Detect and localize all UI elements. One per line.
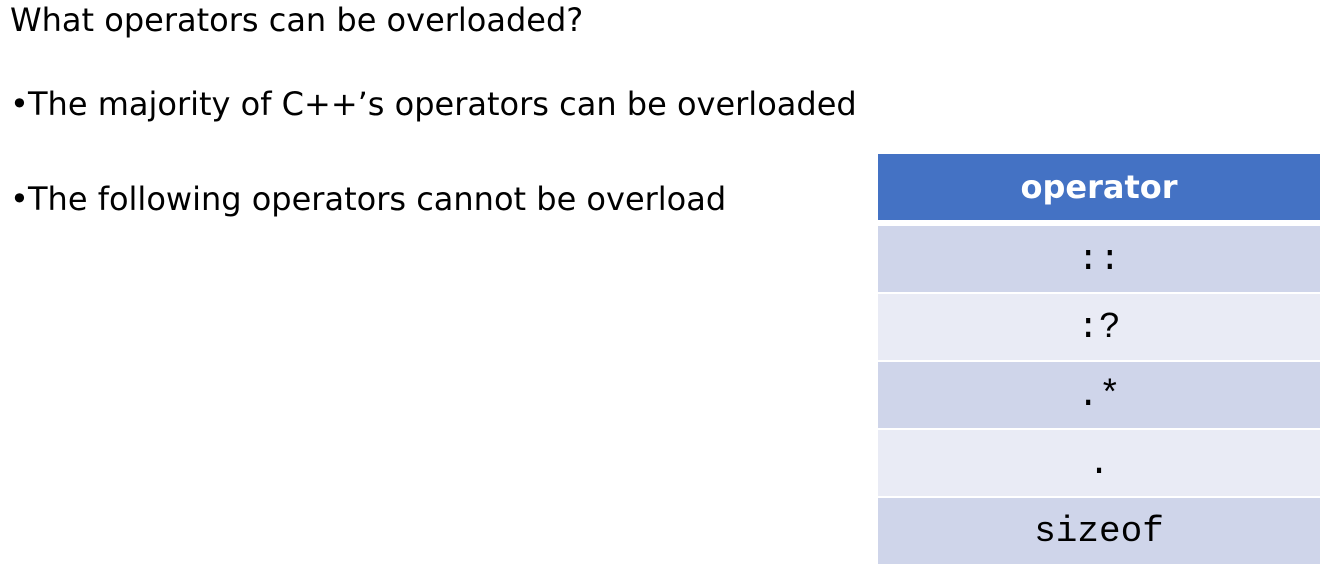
table-row: .* (878, 360, 1320, 428)
table-row: :? (878, 292, 1320, 360)
bullet-item: • The following operators cannot be over… (10, 177, 857, 221)
bullet-item: • The majority of C++’s operators can be… (10, 82, 857, 126)
slide-title: What operators can be overloaded? (10, 1, 584, 39)
bullet-list: • The majority of C++’s operators can be… (10, 82, 857, 221)
bullet-text: The majority of C++’s operators can be o… (28, 85, 857, 123)
table-cell-conditional: :? (878, 292, 1320, 360)
table-row: . (878, 428, 1320, 496)
bullet-dot-icon: • (10, 180, 29, 218)
table-cell-member-pointer: .* (878, 360, 1320, 428)
bullet-text: The following operators cannot be overlo… (28, 180, 727, 218)
bullet-dot-icon: • (10, 85, 29, 123)
operator-table: operator :: :? .* . sizeof (878, 154, 1320, 564)
table-row: sizeof (878, 496, 1320, 564)
table-cell-member-access: . (878, 428, 1320, 496)
table-header-cell: operator (878, 154, 1320, 224)
table-row: :: (878, 224, 1320, 292)
table-header-row: operator (878, 154, 1320, 224)
table-cell-sizeof: sizeof (878, 496, 1320, 564)
table-cell-scope-resolution: :: (878, 224, 1320, 292)
